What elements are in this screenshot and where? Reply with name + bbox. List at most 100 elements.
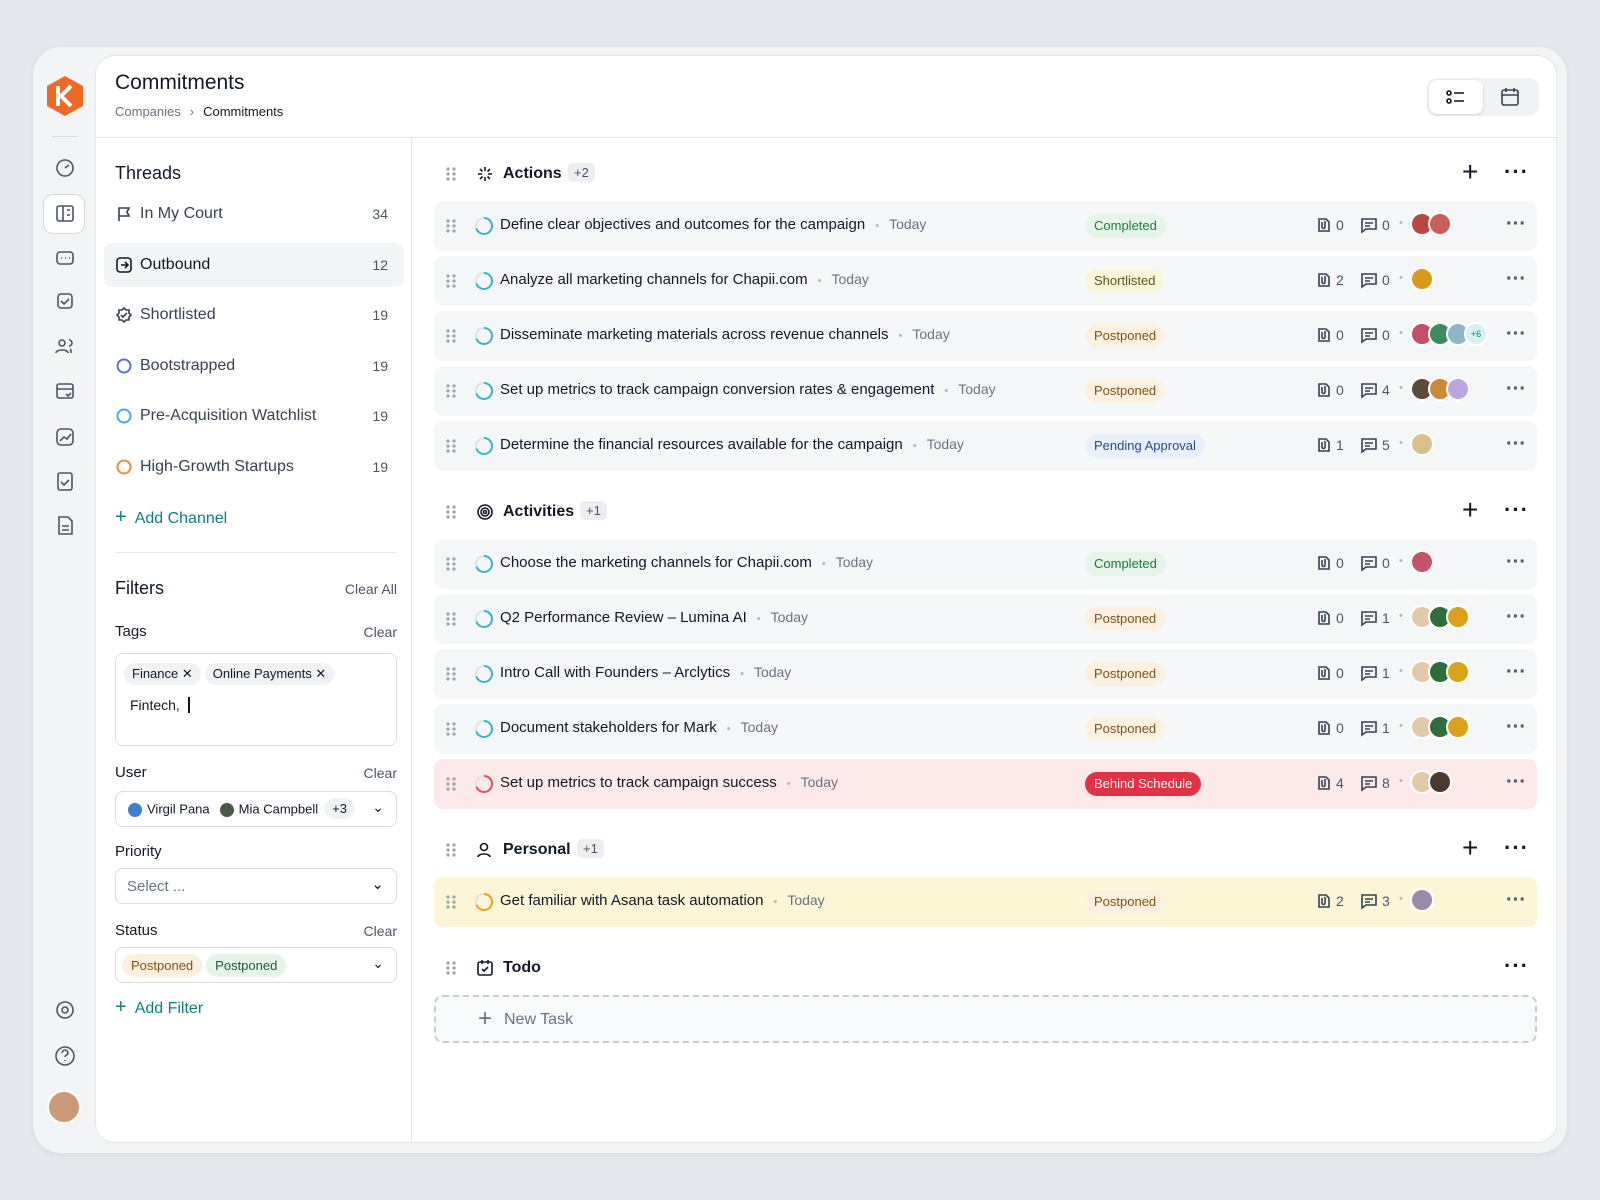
task-row[interactable]: Disseminate marketing materials across r… — [434, 311, 1537, 361]
task-date: Today — [770, 609, 809, 625]
thread-item[interactable]: Pre-Acquisition Watchlist 19 — [104, 394, 404, 438]
add-task[interactable]: + — [1462, 494, 1479, 525]
thread-item[interactable]: High-Growth Startups 19 — [104, 445, 404, 489]
user-avatar[interactable] — [47, 1090, 81, 1124]
row-menu[interactable]: ··· — [1506, 213, 1526, 235]
separator: • — [898, 330, 903, 342]
task-row[interactable]: Document stakeholders for Mark • Today Post… — [434, 704, 1537, 754]
new-task[interactable]: + New Task — [434, 995, 1537, 1043]
thread-icon — [115, 458, 133, 481]
add-channel[interactable]: + Add Channel — [115, 506, 227, 529]
row-menu[interactable]: ··· — [1506, 378, 1526, 400]
comment-count: 8 — [1382, 775, 1390, 791]
tags-input[interactable]: Finance ✕ Online Payments ✕ Fintech, — [115, 653, 397, 746]
row-menu[interactable]: ··· — [1506, 771, 1526, 793]
add-filter[interactable]: + Add Filter — [115, 996, 203, 1019]
task-title: Intro Call with Founders – Arclytics — [500, 664, 731, 681]
task-title: Document stakeholders for Mark — [500, 719, 717, 736]
task-row[interactable]: Choose the marketing channels for Chapii… — [434, 539, 1537, 589]
status-clear[interactable]: Clear — [363, 923, 397, 939]
task-row[interactable]: Set up metrics to track campaign success… — [434, 759, 1537, 809]
rail-divider — [52, 136, 78, 137]
attachment-count: 1 — [1336, 437, 1344, 453]
more-menu[interactable]: ··· — [1504, 835, 1529, 860]
user-clear[interactable]: Clear — [363, 765, 397, 781]
task-row[interactable]: Determine the financial resources availa… — [434, 421, 1537, 471]
task-title-wrap: Define clear objectives and outcomes for… — [500, 216, 926, 233]
avatar-stack — [1410, 888, 1434, 912]
drag-handle[interactable] — [442, 165, 460, 188]
user-select[interactable]: Virgil Pana Mia Campbell +3 ⌄ — [115, 791, 397, 827]
logo[interactable] — [44, 74, 86, 118]
row-menu[interactable]: ··· — [1506, 551, 1526, 573]
add-task[interactable]: + — [1462, 832, 1479, 863]
row-menu[interactable]: ··· — [1506, 323, 1526, 345]
list-view[interactable] — [1429, 80, 1483, 114]
avatar — [1428, 212, 1452, 236]
avatar — [1428, 770, 1452, 794]
thread-label: Bootstrapped — [140, 356, 236, 374]
attachment-count: 0 — [1336, 327, 1344, 343]
add-task[interactable]: + — [1462, 156, 1479, 187]
separator: • — [1399, 382, 1403, 394]
breadcrumb-item[interactable]: Companies — [115, 104, 181, 119]
avatar — [1410, 888, 1434, 912]
drag-handle[interactable] — [442, 503, 460, 526]
avatar — [1446, 660, 1470, 684]
row-menu[interactable]: ··· — [1506, 268, 1526, 290]
drag-handle — [442, 382, 460, 404]
task-row[interactable]: Define clear objectives and outcomes for… — [434, 201, 1537, 251]
tag-chip: Online Payments ✕ — [204, 663, 335, 685]
separator: • — [756, 613, 761, 625]
task-row[interactable]: Q2 Performance Review – Lumina AI • Today P… — [434, 594, 1537, 644]
typed-text: Fintech, — [130, 697, 180, 713]
threads-title: Threads — [115, 163, 182, 183]
drag-handle[interactable] — [442, 841, 460, 864]
icon — [446, 612, 456, 626]
task-row[interactable]: Intro Call with Founders – Arclytics • Tod… — [434, 649, 1537, 699]
tags-clear[interactable]: Clear — [363, 624, 397, 640]
row-menu[interactable]: ··· — [1506, 661, 1526, 683]
more-menu[interactable]: ··· — [1504, 953, 1529, 978]
comment-icon — [1360, 664, 1378, 686]
comment-icon — [1360, 609, 1378, 631]
task-row[interactable]: Set up metrics to track campaign convers… — [434, 366, 1537, 416]
row-menu[interactable]: ··· — [1506, 606, 1526, 628]
drag-handle[interactable] — [442, 959, 460, 982]
row-menu[interactable]: ··· — [1506, 716, 1526, 738]
rail-bottom-icons[interactable] — [52, 998, 78, 1068]
status-label: Status — [115, 922, 158, 939]
status-select[interactable]: Postponed Postponed ⌄ — [115, 947, 397, 983]
thread-item[interactable]: In My Court 34 — [104, 192, 404, 236]
thread-item[interactable]: Outbound 12 — [104, 242, 404, 287]
calendar-view[interactable] — [1483, 80, 1537, 114]
row-menu[interactable]: ··· — [1506, 889, 1526, 911]
more-menu[interactable]: ··· — [1504, 497, 1529, 522]
group-badge: +1 — [580, 501, 607, 520]
separator: • — [875, 220, 880, 232]
icon — [446, 505, 456, 519]
plus-icon: + — [478, 1005, 493, 1032]
more-menu[interactable]: ··· — [1504, 159, 1529, 184]
icon — [1361, 218, 1377, 234]
row-menu[interactable]: ··· — [1506, 433, 1526, 455]
divider — [115, 552, 397, 553]
icon — [446, 439, 456, 453]
rail-icons[interactable] — [52, 150, 78, 560]
avatar — [1410, 267, 1434, 291]
add-channel-label: Add Channel — [134, 510, 228, 527]
thread-item[interactable]: Bootstrapped 19 — [104, 344, 404, 388]
task-row[interactable]: Analyze all marketing channels for Chapi… — [434, 256, 1537, 306]
task-row[interactable]: Get familiar with Asana task automation •… — [434, 877, 1537, 927]
status-pill: Completed — [1085, 552, 1166, 576]
separator: • — [773, 896, 778, 908]
progress-ring — [474, 774, 494, 798]
clear-all[interactable]: Clear All — [344, 581, 397, 597]
thread-item[interactable]: Shortlisted 19 — [104, 293, 404, 337]
cursor — [187, 697, 194, 713]
group-badge: +1 — [577, 839, 604, 858]
task-title: Get familiar with Asana task automation — [500, 892, 764, 909]
separator: • — [1399, 893, 1403, 905]
priority-select[interactable]: Select ... ⌄ — [115, 868, 397, 904]
avatar-stack — [1410, 770, 1452, 794]
